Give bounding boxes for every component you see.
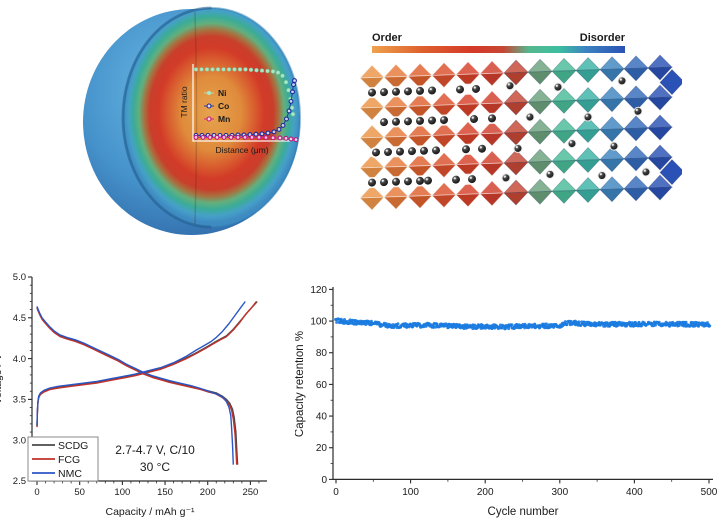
y-tick-label: 0 (321, 475, 327, 486)
x-tick-label: 300 (551, 487, 568, 498)
y-tick-label: 20 (316, 443, 328, 454)
tm-ratio-inset-chart: TM ratio Distance (μm) Ni Co Mn (179, 64, 299, 155)
voltage-capacity-chart: 2.5 3.0 3.5 4.0 4.5 5.0 0 50 100 150 200 250 Voltag… (0, 272, 267, 518)
x-tick-label: 100 (114, 487, 130, 498)
retention-x-axis-label: Cycle number (488, 506, 559, 518)
legend-label-FCG: FCG (58, 454, 80, 466)
inset-x-axis-label: Distance (μm) (215, 145, 268, 155)
y-tick-label: 4.5 (13, 313, 26, 324)
y-tick-label: 80 (316, 348, 328, 359)
y-tick-label: 4.0 (13, 354, 26, 365)
inset-legend-label: Ni (218, 88, 227, 98)
test-conditions-annotation-line1: 2.7-4.7 V, C/10 (115, 443, 195, 457)
inset-legend: Ni Co Mn (204, 88, 230, 124)
inset-legend-label: Mn (218, 114, 230, 124)
voltage-chart-axes: 2.5 3.0 3.5 4.0 4.5 5.0 0 50 100 150 200 250 (13, 272, 267, 498)
x-tick-label: 100 (402, 487, 419, 498)
y-tick-label: 3.5 (13, 395, 26, 406)
y-tick-label: 5.0 (13, 272, 26, 283)
voltage-x-axis-label: Capacity / mAh g⁻¹ (106, 506, 195, 518)
order-disorder-gradient-bar (372, 46, 625, 53)
x-tick-label: 400 (626, 487, 643, 498)
y-tick-label: 100 (310, 317, 327, 328)
retention-chart-axes: 0 20 40 60 80 100 120 0 100 200 300 400 500 (310, 285, 717, 498)
disorder-label: Disorder (580, 32, 626, 44)
x-tick-label: 500 (701, 487, 718, 498)
inset-legend-label: Co (218, 101, 229, 111)
particle-panel: TM ratio Distance (μm) Ni Co Mn (83, 6, 301, 235)
inset-y-axis-label: TM ratio (179, 86, 189, 117)
legend-label-NMC: NMC (58, 468, 82, 480)
legend-label-SCDG: SCDG (58, 440, 88, 452)
capacity-retention-chart: 0 20 40 60 80 100 120 0 100 200 300 400 500 Capacity… (295, 285, 718, 518)
y-tick-label: 40 (316, 412, 328, 423)
charge-discharge-curves (36, 301, 258, 465)
inset-data-series (193, 67, 299, 143)
test-conditions-annotation-line2: 30 °C (140, 460, 170, 474)
x-tick-label: 0 (34, 487, 39, 498)
x-tick-label: 0 (333, 487, 339, 498)
x-tick-label: 200 (477, 487, 494, 498)
x-tick-label: 50 (74, 487, 85, 498)
crystal-lattice-illustration (359, 54, 682, 211)
y-tick-label: 3.0 (13, 435, 26, 446)
structure-panel: Order Disorder (359, 32, 682, 211)
retention-scatter (334, 317, 712, 331)
voltage-y-axis-label: Voltage / V (0, 354, 4, 405)
x-tick-label: 250 (242, 487, 258, 498)
x-tick-label: 200 (200, 487, 216, 498)
y-tick-label: 120 (310, 285, 327, 296)
y-tick-label: 60 (316, 380, 328, 391)
x-tick-label: 150 (157, 487, 173, 498)
order-label: Order (372, 32, 403, 44)
y-tick-label: 2.5 (13, 476, 26, 487)
retention-y-axis-label: Capacity retention % (295, 331, 306, 437)
particle-cutaway-illustration (83, 6, 301, 235)
voltage-chart-legend: SCDG FCG NMC (27, 436, 99, 482)
